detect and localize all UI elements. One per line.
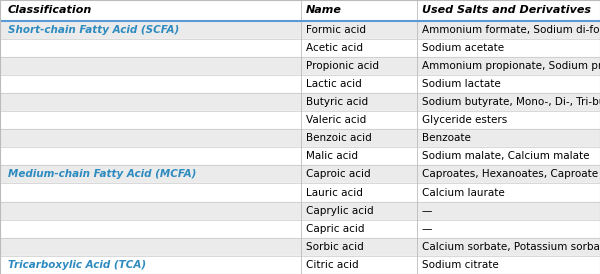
Bar xyxy=(0,93,600,111)
Text: —: — xyxy=(422,224,432,234)
Bar xyxy=(0,111,600,129)
Text: Propionic acid: Propionic acid xyxy=(306,61,379,71)
Bar xyxy=(0,0,600,21)
Text: Citric acid: Citric acid xyxy=(306,260,359,270)
Bar xyxy=(0,165,600,184)
Bar xyxy=(0,75,600,93)
Bar xyxy=(0,238,600,256)
Text: Calcium sorbate, Potassium sorbate, Sorbic chloride: Calcium sorbate, Potassium sorbate, Sorb… xyxy=(422,242,600,252)
Text: Sorbic acid: Sorbic acid xyxy=(306,242,364,252)
Text: Glyceride esters: Glyceride esters xyxy=(422,115,507,125)
Text: Lauric acid: Lauric acid xyxy=(306,187,363,198)
Text: Caproic acid: Caproic acid xyxy=(306,169,371,179)
Text: Sodium butyrate, Mono-, Di-, Tri-butyrin: Sodium butyrate, Mono-, Di-, Tri-butyrin xyxy=(422,97,600,107)
Text: Medium-chain Fatty Acid (MCFA): Medium-chain Fatty Acid (MCFA) xyxy=(8,169,196,179)
Text: Capric acid: Capric acid xyxy=(306,224,365,234)
Bar xyxy=(0,184,600,202)
Text: Ammonium propionate, Sodium propionate: Ammonium propionate, Sodium propionate xyxy=(422,61,600,71)
Text: Benzoic acid: Benzoic acid xyxy=(306,133,372,143)
Text: Sodium lactate: Sodium lactate xyxy=(422,79,500,89)
Text: Sodium acetate: Sodium acetate xyxy=(422,43,504,53)
Text: Ammonium formate, Sodium di-formate: Ammonium formate, Sodium di-formate xyxy=(422,25,600,35)
Bar xyxy=(0,202,600,220)
Text: Classification: Classification xyxy=(8,5,92,15)
Text: Caprylic acid: Caprylic acid xyxy=(306,206,374,216)
Text: —: — xyxy=(422,206,432,216)
Text: Short-chain Fatty Acid (SCFA): Short-chain Fatty Acid (SCFA) xyxy=(8,25,179,35)
Text: Sodium citrate: Sodium citrate xyxy=(422,260,499,270)
Text: Calcium laurate: Calcium laurate xyxy=(422,187,505,198)
Text: Acetic acid: Acetic acid xyxy=(306,43,363,53)
Text: Valeric acid: Valeric acid xyxy=(306,115,366,125)
Text: Tricarboxylic Acid (TCA): Tricarboxylic Acid (TCA) xyxy=(8,260,146,270)
Text: Formic acid: Formic acid xyxy=(306,25,366,35)
Bar xyxy=(0,57,600,75)
Text: Butyric acid: Butyric acid xyxy=(306,97,368,107)
Text: Sodium malate, Calcium malate: Sodium malate, Calcium malate xyxy=(422,151,589,161)
Text: Benzoate: Benzoate xyxy=(422,133,470,143)
Text: Lactic acid: Lactic acid xyxy=(306,79,362,89)
Bar xyxy=(0,39,600,57)
Text: Malic acid: Malic acid xyxy=(306,151,358,161)
Text: Name: Name xyxy=(306,5,342,15)
Bar xyxy=(0,129,600,147)
Bar xyxy=(0,256,600,274)
Bar xyxy=(0,147,600,165)
Text: Caproates, Hexanoates, Caproate esters: Caproates, Hexanoates, Caproate esters xyxy=(422,169,600,179)
Text: Used Salts and Derivatives: Used Salts and Derivatives xyxy=(422,5,591,15)
Bar xyxy=(0,220,600,238)
Bar xyxy=(0,21,600,39)
